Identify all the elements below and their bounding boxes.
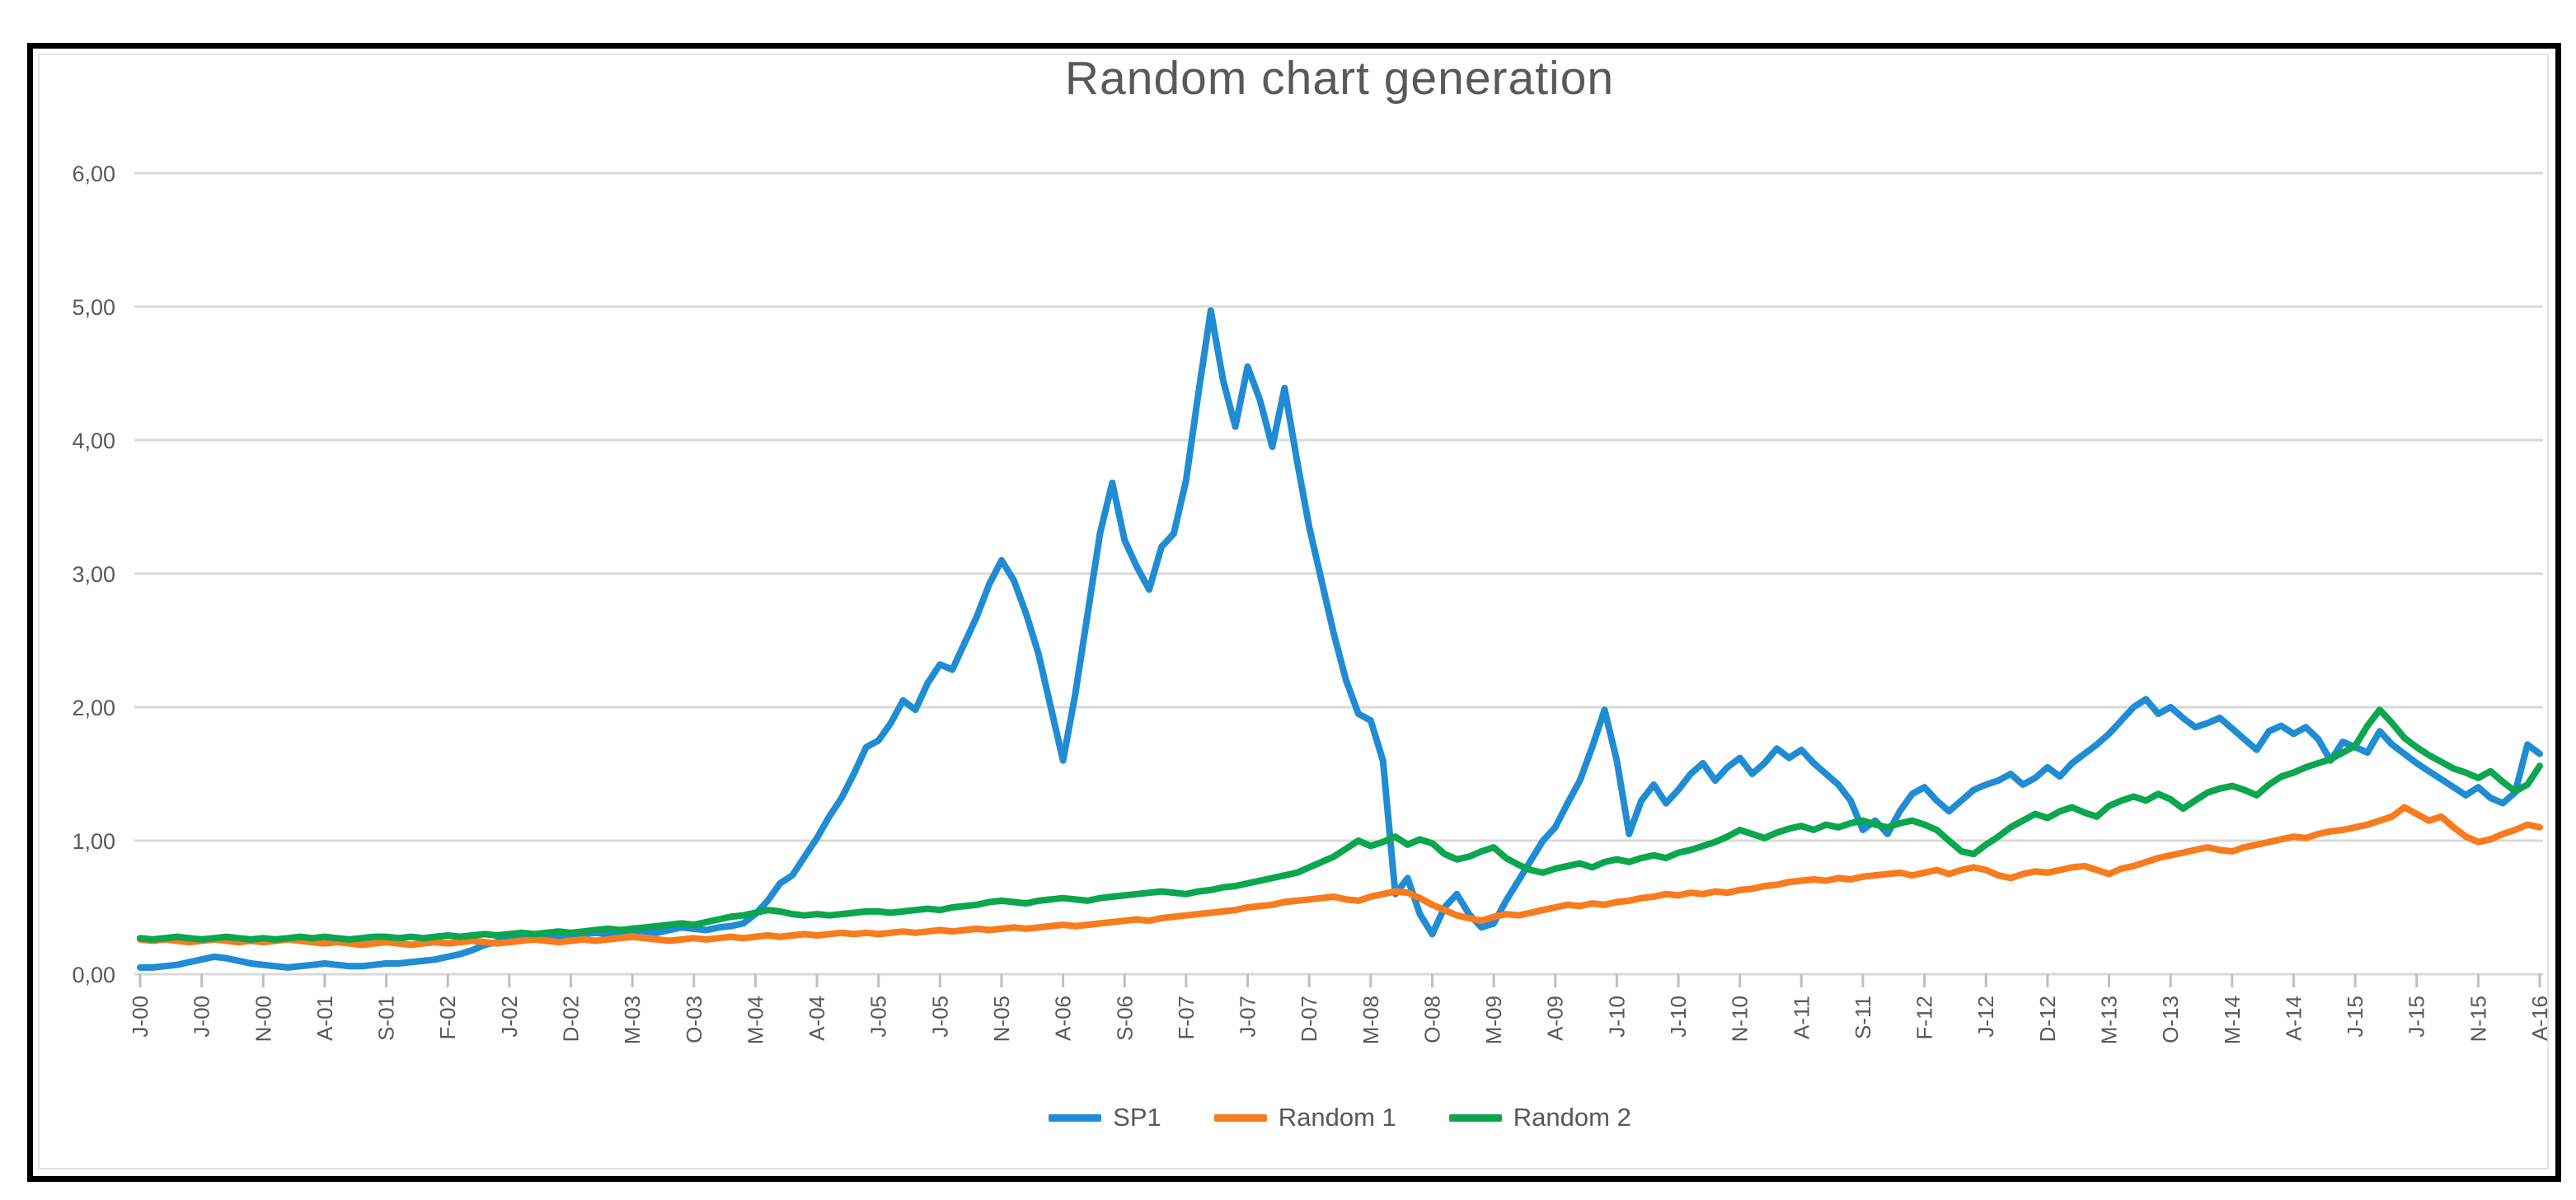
x-axis-tick-label: M-03 <box>620 996 645 1044</box>
x-axis-tick-label: A-04 <box>805 996 829 1041</box>
y-axis-tick-label: 3,00 <box>72 562 115 587</box>
x-axis-tick-label: A-09 <box>1543 996 1568 1041</box>
x-axis-tick-label: D-12 <box>2035 996 2060 1042</box>
x-axis-tick-label: A-06 <box>1051 996 1076 1041</box>
x-axis-tick-label: N-00 <box>251 996 275 1042</box>
x-axis-tick-label: A-11 <box>1789 996 1814 1039</box>
chart-legend: SP1 Random 1 Random 2 <box>140 1103 2540 1132</box>
x-axis-tick-label: M-09 <box>1481 996 1506 1044</box>
x-axis-tick-label: J-12 <box>1973 996 1998 1038</box>
x-axis-tick-label: A-01 <box>312 996 337 1041</box>
legend-item-label: Random 2 <box>1513 1103 1631 1132</box>
legend-item: Random 1 <box>1213 1103 1396 1132</box>
x-axis-tick-label: N-05 <box>989 996 1014 1042</box>
x-axis-tick-label: D-02 <box>558 996 583 1042</box>
x-axis-tick-label: J-15 <box>2405 996 2429 1038</box>
legend-item: Random 2 <box>1448 1103 1631 1132</box>
y-axis-tick-label: 6,00 <box>72 162 115 186</box>
x-axis-tick-label: F-02 <box>435 996 460 1039</box>
x-axis-tick-label: J-05 <box>866 996 891 1038</box>
x-axis-tick-label: M-08 <box>1358 996 1383 1044</box>
x-axis-tick-label: J-00 <box>128 996 152 1038</box>
y-axis-tick-label: 1,00 <box>72 829 115 854</box>
x-axis-tick-label: J-05 <box>927 996 952 1038</box>
x-axis-tick-label: N-15 <box>2466 996 2490 1042</box>
x-axis-tick-label: J-10 <box>1666 996 1691 1038</box>
legend-line-swatch <box>1213 1113 1267 1122</box>
random-2-series-line <box>137 706 2543 943</box>
legend-line-swatch <box>1049 1113 1102 1122</box>
x-axis-tick-label: J-15 <box>2343 996 2367 1038</box>
x-axis-tick-label: O-08 <box>1419 996 1444 1043</box>
x-axis-tick-label: S-11 <box>1851 996 1875 1039</box>
legend-item-label: SP1 <box>1113 1103 1161 1132</box>
x-axis-tick-label: O-13 <box>2158 996 2183 1043</box>
x-axis-tick-label: J-07 <box>1236 996 1260 1038</box>
legend-item: SP1 <box>1049 1103 1161 1132</box>
x-axis-tick-label: M-13 <box>2097 996 2122 1044</box>
x-axis-tick-label: S-06 <box>1112 996 1137 1041</box>
x-axis-tick-label: F-07 <box>1174 996 1199 1039</box>
x-axis-tick-label: J-00 <box>190 996 214 1038</box>
x-axis-tick-label: O-03 <box>682 996 706 1043</box>
y-axis-tick-label: 5,00 <box>72 295 115 320</box>
x-axis-tick-label: D-07 <box>1297 996 1321 1042</box>
legend-line-swatch <box>1448 1113 1502 1122</box>
x-axis-tick-label: A-16 <box>2527 996 2552 1041</box>
chart-title: Random chart generation <box>1064 52 1615 105</box>
x-axis-tick-label: J-02 <box>497 996 522 1038</box>
x-axis-tick-label: M-04 <box>743 996 767 1044</box>
x-axis-tick-label: J-10 <box>1604 996 1629 1038</box>
y-axis-tick-label: 2,00 <box>72 696 115 720</box>
random-1-series-line <box>137 804 2543 949</box>
legend-item-label: Random 1 <box>1278 1103 1396 1132</box>
sp1-series-line <box>137 307 2543 971</box>
x-axis-tick-label: N-10 <box>1728 996 1753 1042</box>
x-axis-tick-label: F-12 <box>1912 996 1937 1039</box>
x-axis-tick-label: A-14 <box>2281 996 2306 1041</box>
y-axis-tick-label: 0,00 <box>72 963 115 987</box>
x-axis-tick-label: M-14 <box>2220 996 2245 1044</box>
x-axis-tick-label: S-01 <box>374 996 399 1041</box>
y-axis-tick-label: 4,00 <box>72 429 115 453</box>
